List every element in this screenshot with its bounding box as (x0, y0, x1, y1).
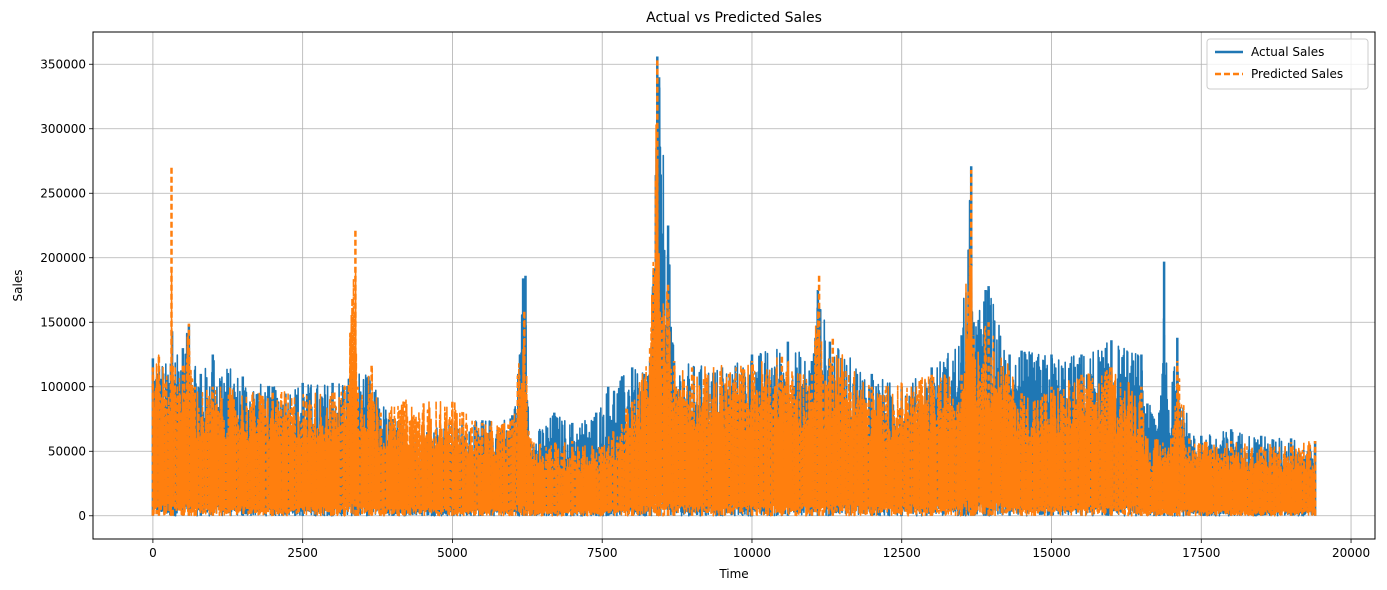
x-tick-label: 0 (149, 546, 157, 560)
x-tick-label: 5000 (437, 546, 468, 560)
x-tick-label: 15000 (1032, 546, 1070, 560)
legend-label: Actual Sales (1251, 45, 1324, 59)
legend: Actual Sales Predicted Sales (1206, 38, 1369, 90)
y-tick-label: 150000 (40, 315, 86, 329)
legend-label: Predicted Sales (1251, 67, 1343, 81)
x-tick-label: 7500 (587, 546, 618, 560)
y-tick-label: 0 (78, 509, 86, 523)
x-tick-label: 2500 (287, 546, 318, 560)
x-tick-label: 10000 (733, 546, 771, 560)
y-tick-label: 300000 (40, 122, 86, 136)
x-tick-label: 12500 (883, 546, 921, 560)
chart-title: Actual vs Predicted Sales (646, 10, 822, 26)
y-axis-label: Sales (11, 270, 25, 302)
y-tick-label: 100000 (40, 380, 86, 394)
x-axis-ticks: 0 2500 5000 7500 10000 12500 15000 17500 20000 (149, 539, 1370, 560)
y-axis-ticks: 0 50000 100000 150000 200000 250000 300000 3500… (40, 57, 93, 523)
series-line-predicted (152, 124, 1316, 517)
y-tick-label: 350000 (40, 57, 86, 71)
x-axis-label: Time (718, 567, 748, 581)
plot-frame (92, 31, 1376, 540)
x-tick-label: 20000 (1332, 546, 1370, 560)
legend-box (1206, 38, 1369, 90)
x-tick-label: 17500 (1182, 546, 1220, 560)
y-tick-label: 50000 (48, 444, 86, 458)
series-layer (151, 56, 1317, 517)
y-tick-label: 200000 (40, 251, 86, 265)
y-tick-label: 250000 (40, 186, 86, 200)
